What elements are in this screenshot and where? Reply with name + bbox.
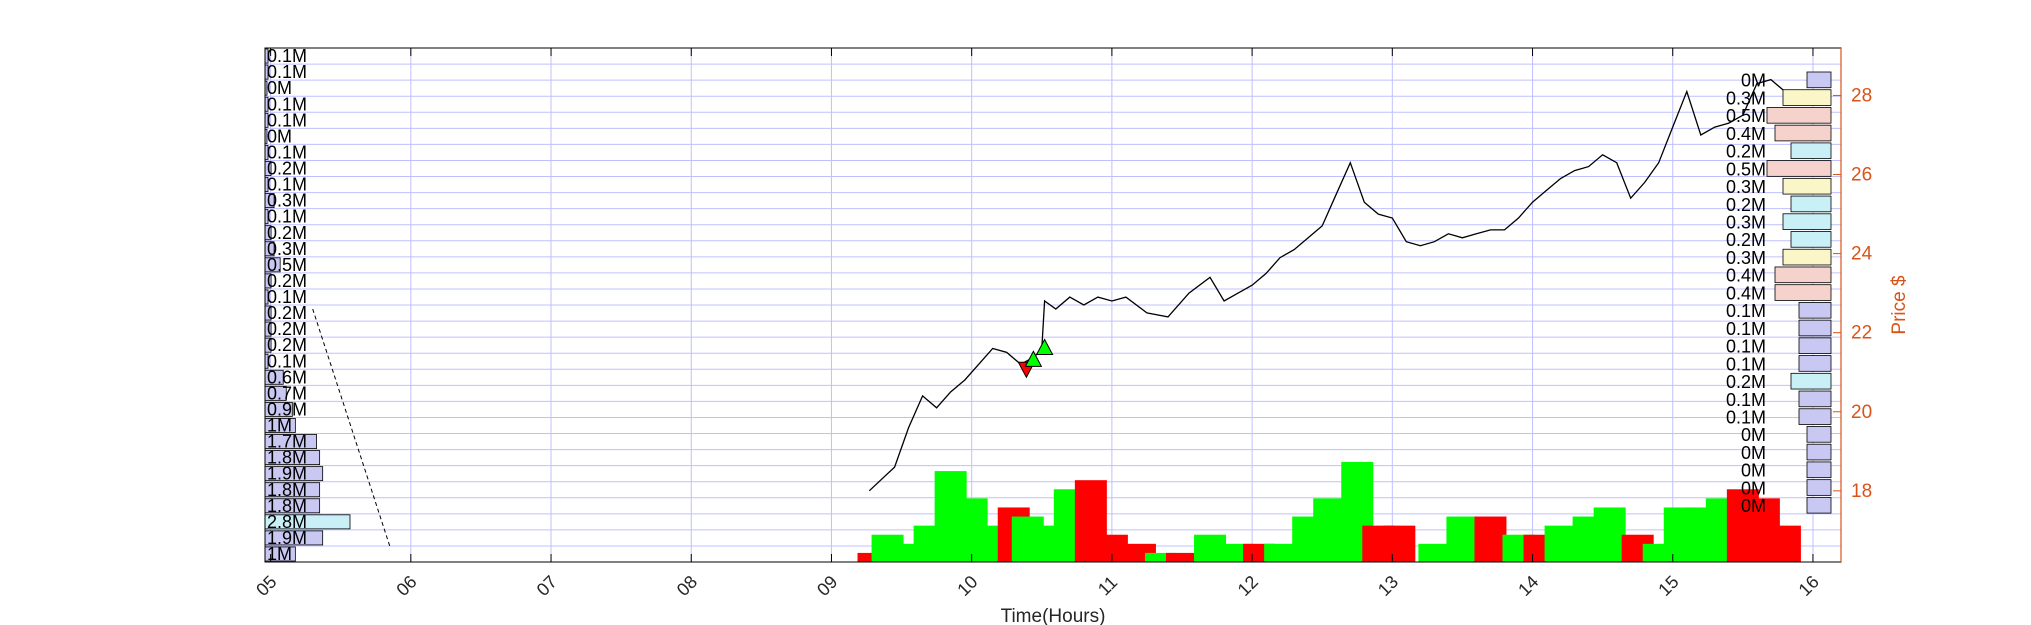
volume-bar	[1383, 526, 1415, 562]
right-profile-bar	[1791, 232, 1831, 248]
x-tick-label: 09	[813, 572, 841, 600]
volume-bar	[1769, 526, 1801, 562]
right-profile-bar	[1799, 338, 1831, 354]
volume-bar	[1446, 517, 1478, 562]
right-profile-bar	[1799, 391, 1831, 407]
right-profile-bar	[1807, 426, 1831, 442]
volume-bar	[1418, 544, 1450, 562]
right-profile-bar	[1807, 444, 1831, 460]
right-profile-bar	[1767, 107, 1831, 123]
right-profile-bar	[1783, 178, 1831, 194]
x-tick-label: 07	[533, 572, 561, 600]
price-tick-label: 18	[1851, 481, 1872, 502]
price-tick-label: 26	[1851, 165, 1872, 186]
price-tick-label: 22	[1851, 323, 1872, 344]
right-profile-bar	[1807, 480, 1831, 496]
right-profile-bar	[1799, 409, 1831, 425]
x-tick-label: 10	[953, 572, 981, 600]
x-tick-label: 13	[1374, 572, 1402, 600]
right-profile-bar	[1783, 90, 1831, 106]
right-profile-bar	[1767, 161, 1831, 177]
right-profile-bar	[1775, 125, 1831, 141]
right-profile-bar	[1783, 214, 1831, 230]
price-tick-label: 24	[1851, 244, 1873, 265]
x-axis-label: Time(Hours)	[1001, 606, 1106, 625]
right-profile-bar	[1791, 373, 1831, 389]
x-tick-label: 05	[252, 572, 280, 600]
volume-bar	[1166, 553, 1198, 562]
right-profile-bar	[1799, 356, 1831, 372]
right-profile-bar	[1783, 249, 1831, 265]
volume-bar	[1194, 535, 1226, 562]
volume-bar	[1313, 498, 1345, 562]
right-profile-bar	[1799, 302, 1831, 318]
price-tick-label: 20	[1851, 402, 1872, 423]
x-tick-label: 14	[1514, 572, 1542, 600]
x-tick-label: 15	[1654, 572, 1682, 600]
volume-bar	[1594, 507, 1626, 562]
x-tick-label: 06	[392, 572, 420, 600]
right-profile-bar	[1799, 320, 1831, 336]
volume-bar	[1545, 526, 1577, 562]
x-tick-label: 11	[1094, 572, 1121, 599]
x-tick-label: 16	[1795, 572, 1823, 600]
x-tick-label: 12	[1234, 572, 1262, 600]
right-profile-bar	[1775, 285, 1831, 301]
right-profile-bar	[1807, 462, 1831, 478]
right-profile-bar	[1791, 143, 1831, 159]
right-profile-bar	[1775, 267, 1831, 283]
price-axis-label: Price $	[1889, 275, 1910, 335]
right-profile-bar	[1807, 497, 1831, 513]
volume-bar	[872, 535, 904, 562]
price-tick-label: 28	[1851, 85, 1872, 106]
volume-bar	[1474, 517, 1506, 562]
right-profile-label: 0M	[1741, 496, 1766, 516]
volume-bar	[1264, 544, 1296, 562]
x-tick-label: 08	[673, 572, 701, 600]
right-profile-bar	[1791, 196, 1831, 212]
right-profile-bar	[1807, 72, 1831, 88]
